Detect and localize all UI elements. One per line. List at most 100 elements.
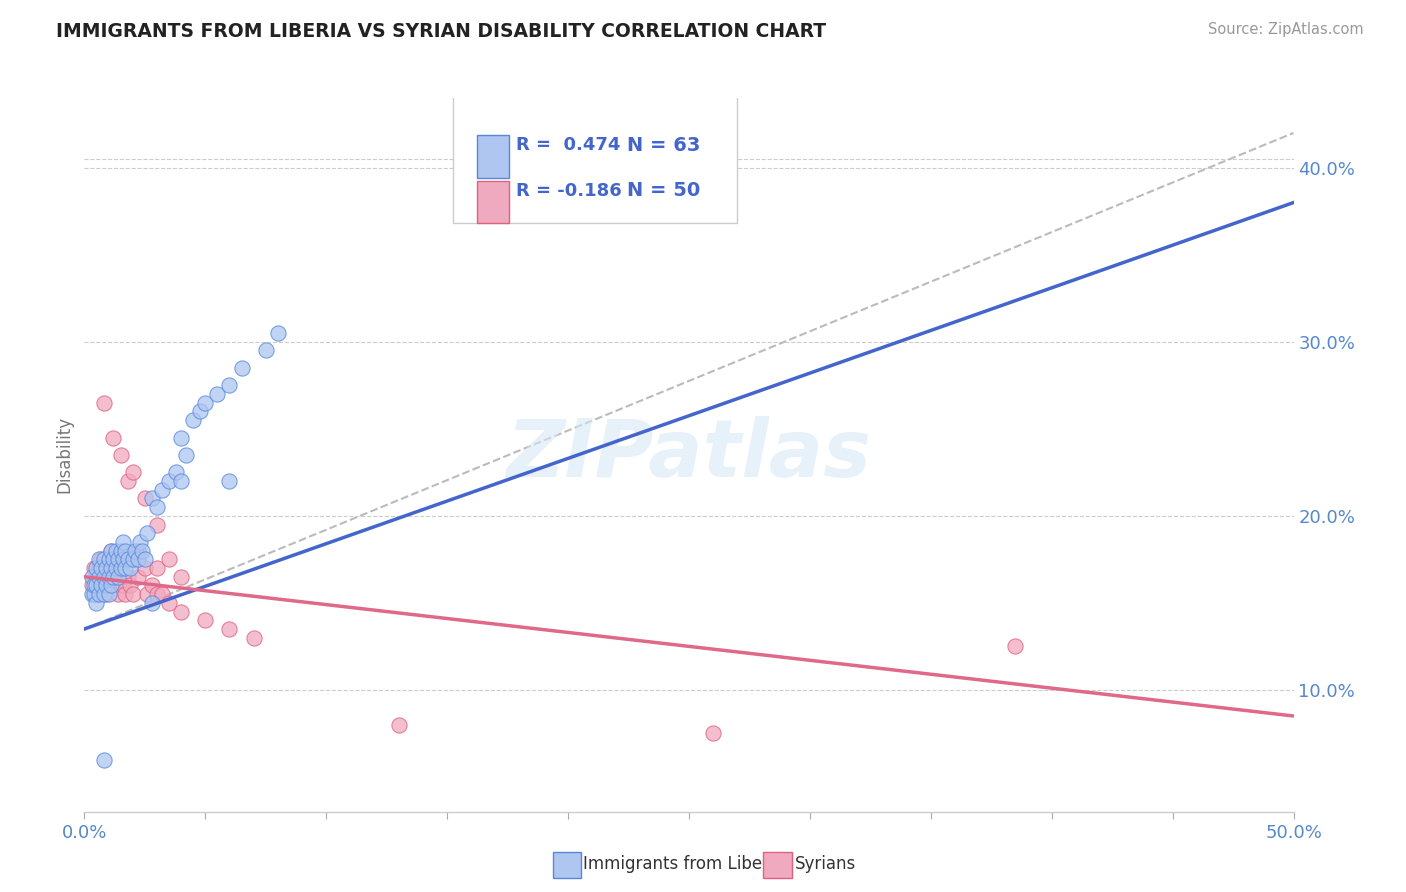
Point <box>100 561 122 575</box>
Point <box>87 587 110 601</box>
Point <box>93 570 115 584</box>
Point <box>121 552 143 566</box>
Point <box>134 561 156 575</box>
Point <box>86 596 108 610</box>
Point <box>141 578 163 592</box>
Point <box>97 578 120 592</box>
Point <box>218 378 240 392</box>
Point <box>80 578 103 592</box>
Point <box>129 535 152 549</box>
Point <box>218 622 240 636</box>
Point <box>124 543 146 558</box>
Point <box>94 587 117 601</box>
Point <box>100 570 122 584</box>
Point <box>103 578 125 592</box>
Point <box>97 587 120 601</box>
Point <box>146 517 169 532</box>
Point <box>141 491 163 506</box>
Text: IMMIGRANTS FROM LIBERIA VS SYRIAN DISABILITY CORRELATION CHART: IMMIGRANTS FROM LIBERIA VS SYRIAN DISABI… <box>56 22 827 41</box>
Point <box>103 570 125 584</box>
Text: R =  0.474: R = 0.474 <box>516 136 620 154</box>
Point <box>86 570 108 584</box>
Point <box>93 395 115 409</box>
Point <box>242 631 264 645</box>
Point <box>150 483 173 497</box>
Point <box>170 474 193 488</box>
FancyBboxPatch shape <box>478 136 509 178</box>
Point <box>100 578 122 592</box>
Point <box>121 552 143 566</box>
Point <box>104 570 127 584</box>
FancyBboxPatch shape <box>478 181 509 223</box>
Text: Source: ZipAtlas.com: Source: ZipAtlas.com <box>1208 22 1364 37</box>
Point <box>127 552 149 566</box>
Point <box>97 570 120 584</box>
Point <box>80 587 103 601</box>
Text: N = 63: N = 63 <box>627 136 700 154</box>
Point <box>190 404 212 418</box>
Point <box>127 570 149 584</box>
Point <box>194 395 217 409</box>
Point <box>112 552 135 566</box>
Point <box>104 543 127 558</box>
Point <box>388 717 411 731</box>
Point <box>1004 640 1026 654</box>
Text: Syrians: Syrians <box>794 855 856 873</box>
Point <box>117 474 139 488</box>
Point <box>93 752 115 766</box>
Point <box>90 578 112 592</box>
Point <box>97 552 120 566</box>
Point <box>134 552 156 566</box>
Point <box>107 570 129 584</box>
Point <box>146 587 169 601</box>
Point <box>165 466 187 480</box>
Point <box>207 387 229 401</box>
Point <box>170 605 193 619</box>
Point <box>170 570 193 584</box>
Point <box>87 561 110 575</box>
Point <box>231 360 253 375</box>
Point <box>181 413 204 427</box>
Point <box>146 561 169 575</box>
Point <box>121 587 143 601</box>
Point <box>112 535 135 549</box>
Point <box>97 552 120 566</box>
Point <box>93 552 115 566</box>
Point <box>194 613 217 627</box>
Point <box>174 448 197 462</box>
Point <box>87 552 110 566</box>
Point <box>702 726 724 740</box>
Point <box>114 543 136 558</box>
Point <box>94 561 117 575</box>
FancyBboxPatch shape <box>453 95 737 223</box>
Point <box>93 570 115 584</box>
Point <box>107 587 129 601</box>
Point <box>146 500 169 515</box>
Point <box>86 578 108 592</box>
Point <box>90 552 112 566</box>
Point <box>112 578 135 592</box>
Point <box>127 543 149 558</box>
Point <box>103 552 125 566</box>
Point <box>136 526 159 541</box>
Point <box>110 561 132 575</box>
Point <box>267 326 290 340</box>
Point <box>120 578 142 592</box>
Point <box>100 543 122 558</box>
Point <box>83 561 105 575</box>
Point <box>157 474 180 488</box>
Point <box>87 570 110 584</box>
Point <box>218 474 240 488</box>
Point <box>94 561 117 575</box>
Text: ZIPatlas: ZIPatlas <box>506 416 872 494</box>
Y-axis label: Disability: Disability <box>55 417 73 493</box>
Point <box>141 596 163 610</box>
Point <box>93 587 115 601</box>
Point <box>121 466 143 480</box>
Point <box>150 587 173 601</box>
Point <box>103 430 125 444</box>
Point <box>117 570 139 584</box>
Point <box>90 578 112 592</box>
Point <box>114 587 136 601</box>
Point <box>83 578 105 592</box>
